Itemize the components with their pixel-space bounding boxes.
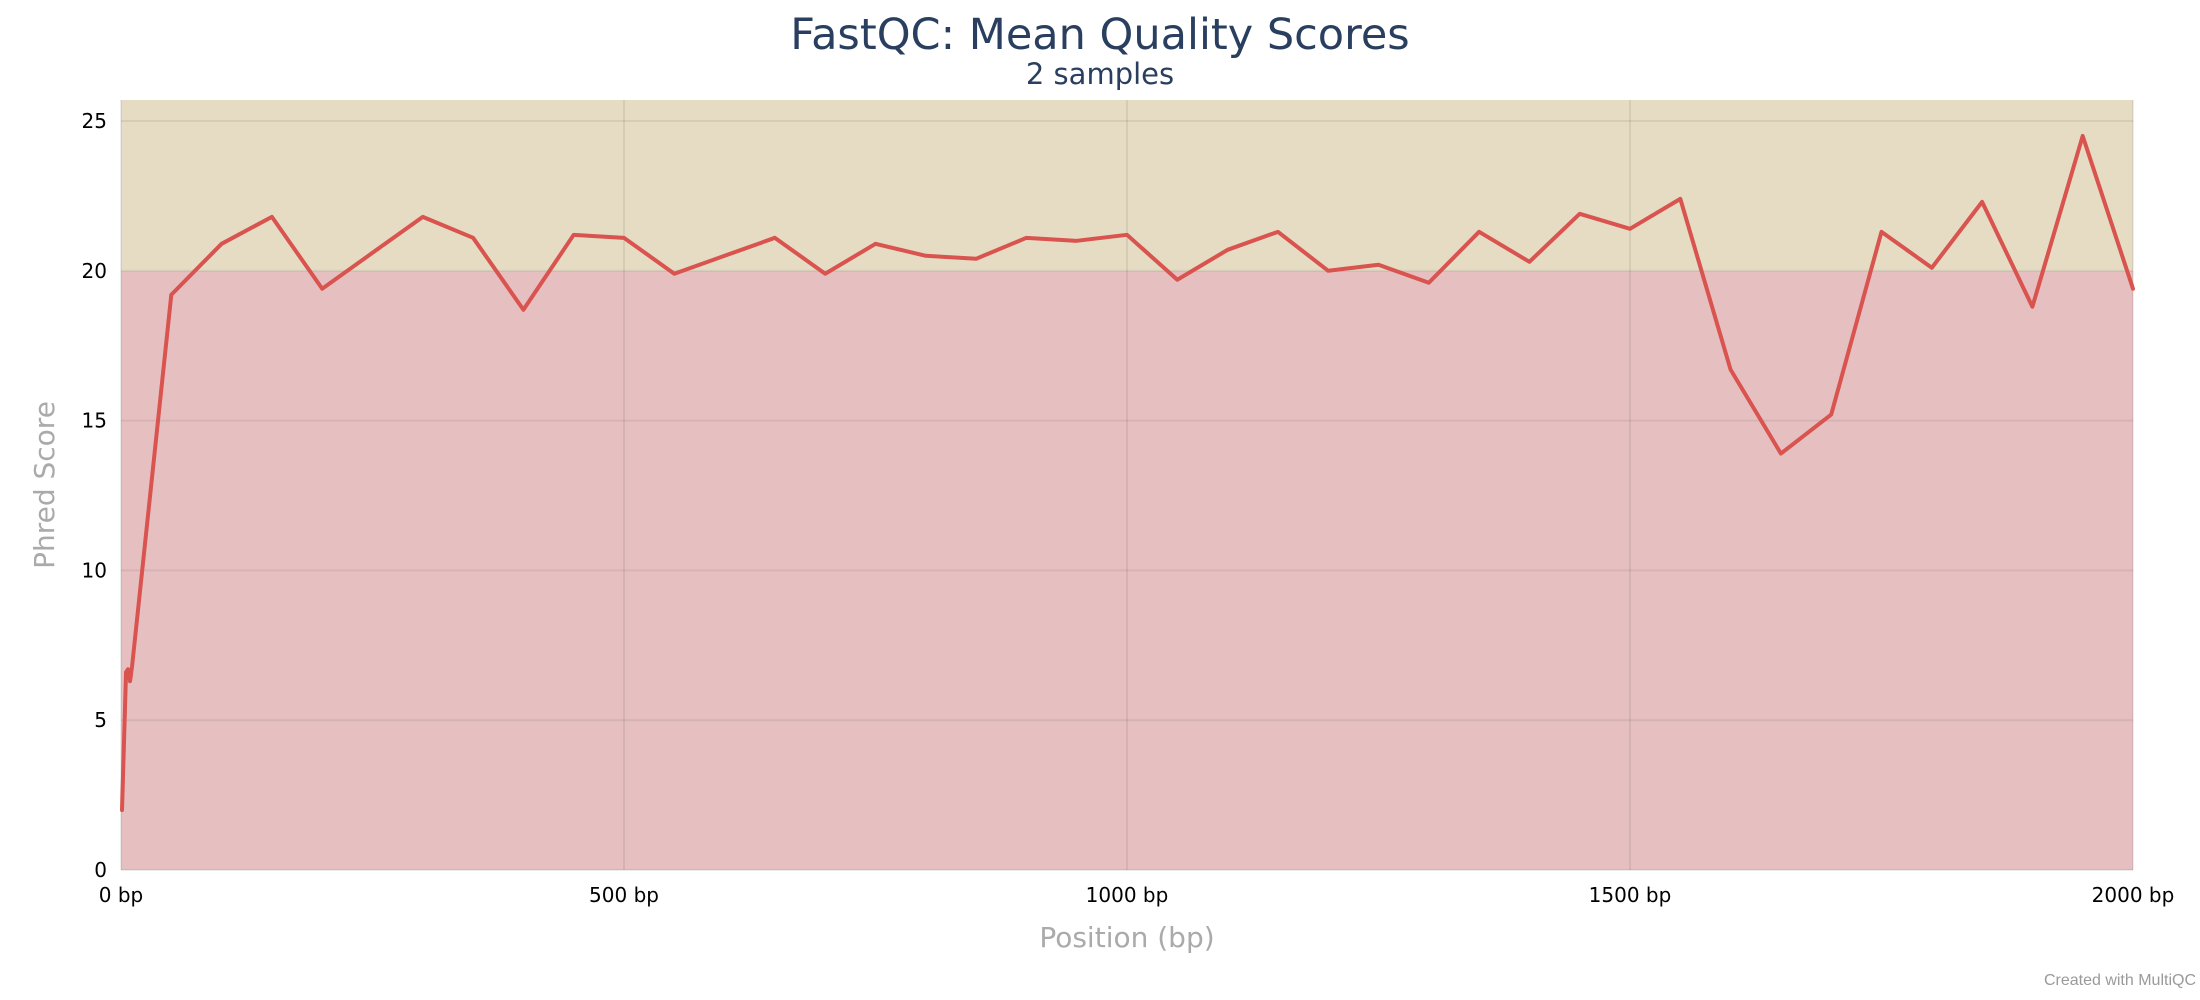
y-tick-label: 5 [94,708,107,732]
series-layer [120,133,2135,813]
band-0 [121,270,2133,870]
x-tick-label: 500 bp [589,883,659,907]
y-tick-label: 25 [82,109,107,133]
quality-bands [121,100,2133,870]
y-tick-label: 10 [82,558,107,582]
chart-title: FastQC: Mean Quality Scores [790,10,1410,60]
x-tick-label: 1000 bp [1086,883,1169,907]
x-tick-label: 1500 bp [1589,883,1672,907]
y-tick-label: 20 [82,259,107,283]
y-axis-label: Phred Score [28,401,61,569]
y-tick-label: 15 [82,409,107,433]
band-1 [121,100,2133,271]
x-axis-ticks: 0 bp 500 bp 1000 bp 1500 bp 2000 bp [99,883,2175,907]
y-tick-label: 0 [94,858,107,882]
x-tick-label: 2000 bp [2092,883,2175,907]
y-axis-ticks: 0 5 10 15 20 25 [82,109,107,882]
multiqc-credit: Created with MultiQC [2043,972,2196,989]
x-axis-label: Position (bp) [1039,921,1214,954]
x-tick-label: 0 bp [99,883,143,907]
grid-lines [120,100,2134,871]
series-line-0 [120,133,2135,813]
chart-subtitle: 2 samples [1025,57,1175,91]
